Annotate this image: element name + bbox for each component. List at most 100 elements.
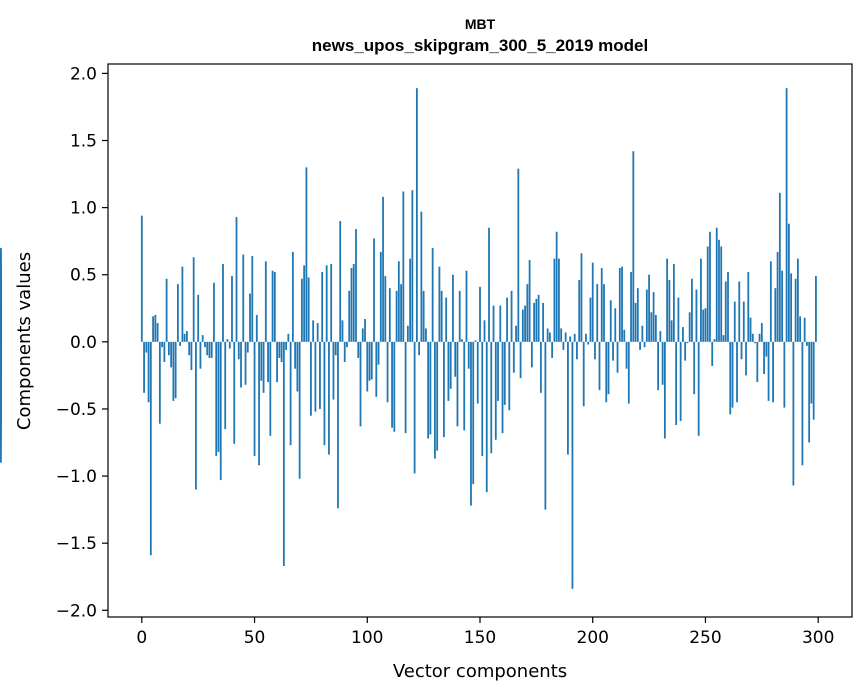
bar-111 [391, 341, 393, 428]
bar-212 [618, 268, 621, 342]
bar-282 [776, 251, 779, 342]
bar-73 [305, 167, 308, 342]
bar-233 [666, 258, 669, 342]
x-tick-label: 0 [136, 628, 147, 648]
bar-51 [255, 315, 258, 342]
bar-197 [585, 333, 587, 342]
bar-189 [567, 341, 569, 455]
bar-65 [287, 333, 290, 342]
bar-75 [310, 341, 312, 416]
bar-undefined [0, 341, 2, 442]
x-axis-ticks: 0 50 100 150 200 250 300 [136, 617, 834, 648]
bar-17 [179, 341, 182, 346]
bar-203 [598, 341, 601, 391]
bar-297 [810, 341, 813, 404]
bar-57 [269, 341, 272, 436]
bar-181 [548, 332, 551, 342]
x-tick-label: 300 [802, 628, 834, 648]
y-tick-label: 0.0 [70, 333, 97, 353]
bar-43 [237, 341, 240, 360]
bar-178 [542, 302, 545, 342]
bar-6 [154, 315, 157, 342]
bar-248 [700, 258, 702, 342]
bar-159 [499, 305, 502, 342]
bar-119 [409, 258, 412, 342]
bar-179 [544, 341, 547, 510]
bar-180 [546, 328, 549, 342]
bar-135 [445, 297, 448, 342]
bar-226 [650, 312, 653, 342]
bar-292 [799, 316, 802, 342]
bar-112 [393, 341, 396, 432]
bar-9 [161, 341, 164, 348]
bar-94 [352, 263, 355, 342]
bar-271 [751, 333, 754, 342]
bar-5 [152, 316, 154, 342]
bar-24 [195, 341, 197, 490]
bar-25 [197, 294, 200, 342]
bar-252 [709, 231, 711, 342]
y-tick-label: 2.0 [70, 64, 97, 84]
bar-205 [603, 284, 605, 342]
bar-101 [368, 341, 371, 381]
bar-60 [276, 341, 278, 383]
bar-126 [424, 328, 427, 342]
bar-296 [808, 341, 811, 443]
bar-240 [682, 327, 684, 342]
bar-186 [560, 328, 563, 342]
bar-168 [519, 341, 522, 379]
bar-146 [470, 341, 472, 506]
bar-93 [350, 268, 353, 342]
bar-185 [558, 258, 560, 342]
bar-299 [815, 276, 817, 342]
bar-160 [501, 341, 504, 434]
bar-64 [285, 341, 288, 350]
chart-subtitle: news_upos_skipgram_300_5_2019 model [312, 36, 648, 55]
bar-55 [264, 261, 267, 342]
bar-277 [765, 341, 768, 357]
bar-253 [711, 341, 714, 366]
bar-56 [267, 341, 269, 383]
bar-245 [693, 341, 696, 395]
bar-177 [539, 341, 542, 393]
bar-137 [449, 341, 452, 389]
bar-108 [384, 276, 387, 342]
bar-209 [612, 341, 614, 361]
bar-128 [429, 341, 432, 435]
bar-18 [181, 266, 184, 342]
bar-140 [456, 341, 459, 427]
x-tick-label: 150 [464, 628, 496, 648]
bar-2 [145, 341, 148, 353]
bar-251 [706, 246, 709, 342]
bar-39 [228, 341, 231, 349]
bar-223 [643, 341, 646, 348]
bar-3 [147, 341, 150, 403]
bar-216 [627, 341, 630, 404]
bar-105 [377, 341, 380, 365]
bar-42 [235, 217, 238, 342]
bar-20 [186, 331, 188, 342]
bar-256 [718, 239, 720, 342]
bar-19 [183, 333, 186, 342]
bar-274 [758, 333, 761, 342]
bar-276 [763, 341, 765, 375]
bar-36 [222, 263, 224, 342]
bar-246 [695, 289, 698, 342]
bar-270 [749, 317, 752, 342]
bar-114 [397, 261, 400, 342]
bar-154 [488, 227, 490, 342]
bar-67 [291, 251, 294, 342]
bar-35 [219, 341, 222, 481]
bar-250 [704, 308, 707, 342]
bar-99 [364, 319, 366, 342]
bar-129 [431, 247, 434, 342]
bar-158 [497, 341, 499, 401]
bar-62 [280, 341, 283, 362]
bar-283 [778, 192, 781, 342]
bar-70 [298, 341, 301, 479]
bar-117 [404, 341, 407, 434]
bar-141 [458, 290, 461, 342]
bar-214 [623, 329, 626, 342]
bar-190 [569, 336, 572, 342]
bar-289 [792, 341, 795, 486]
